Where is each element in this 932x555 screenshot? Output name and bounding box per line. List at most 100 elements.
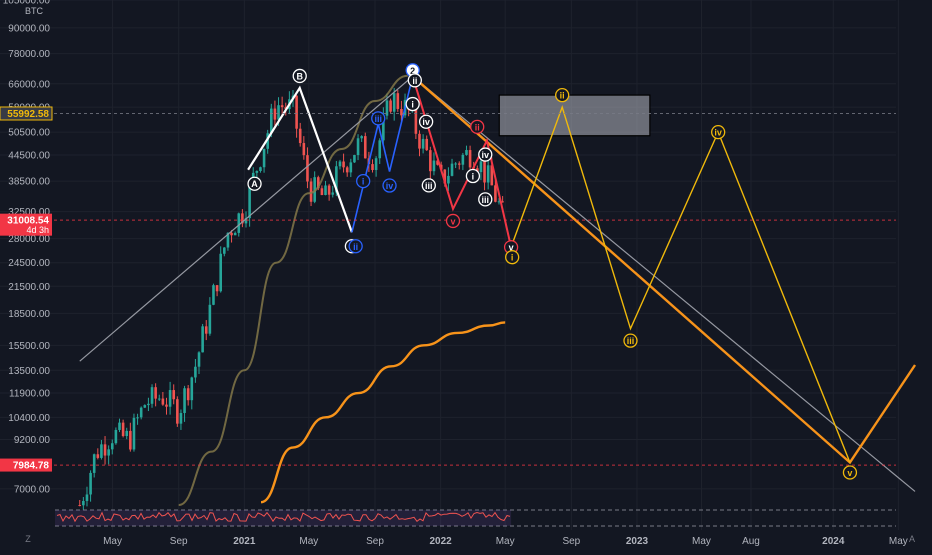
y-tick-label: 44500.00 [8,150,50,161]
wave-label-text: ii [560,91,565,101]
candle-body [255,170,259,173]
candle-body [490,165,494,186]
candle-body [436,160,439,165]
candle-body [345,167,349,173]
target-zone [498,94,651,137]
candle-body [266,133,269,149]
candle-body [378,140,382,159]
wave-label-circle [407,73,422,88]
candle-body [121,422,125,437]
price-tag [0,213,52,236]
candle-body [280,105,284,108]
candle-body [190,377,194,401]
candle-body [418,133,421,149]
candle-body [443,169,447,184]
wave-label-circle [356,173,371,189]
wave-label-circle [348,239,363,254]
wave-label-circle [711,124,726,140]
zoom-icon[interactable]: Z [25,534,31,544]
candle-body [483,161,486,183]
candle-body [313,177,316,202]
y-tick-label: 10400.00 [8,413,50,424]
candle-body [89,472,92,495]
candle-body [186,388,190,401]
candle-body [309,181,313,202]
candle-body [118,422,121,430]
candle-body [335,166,338,193]
candle-body [457,163,461,165]
wave-label-text: v [451,216,456,226]
candle-body [349,162,353,173]
candle-body [295,95,298,129]
candle-body [201,326,204,353]
candle-body [385,100,389,116]
wave-label-text: i [411,100,414,110]
x-tick-label: May [889,536,908,547]
candle-body [400,108,403,116]
price-tag-countdown: 4d 3h [26,225,49,235]
candle-body [342,161,345,168]
candle-body [425,138,429,151]
candle-body [389,100,392,112]
candle-body [139,407,143,418]
candle-body [501,201,504,203]
candle-body [204,326,208,334]
candle-body [382,115,385,141]
candle-body [132,417,136,450]
wave-label-circle [470,119,485,134]
wave-label-text: i [362,177,365,187]
candle-body [356,138,360,156]
wave-label-text: iii [482,195,490,205]
x-tick-label: Aug [742,536,760,547]
wave-label-text: B [296,71,303,81]
candle-body [176,399,179,424]
candle-body [277,105,280,120]
candle-body [479,161,483,173]
candle-body [273,108,277,120]
y-tick-label: 15500.00 [8,341,50,352]
candle-body [165,404,168,407]
y-tick-label: 78000.00 [8,49,50,60]
candle-body [78,505,82,506]
candle-body [226,232,230,248]
candle-body [497,201,501,203]
candle-body [320,188,324,196]
target-zone-rect [498,94,651,137]
wave-label-circle [842,465,858,480]
wave-label-text: 2 [410,66,415,76]
wave-label-circle [478,147,493,162]
wave-label-text: iv [422,117,430,127]
y-tick-label: 38500.00 [8,177,50,188]
candle-body [306,155,309,182]
wave-label-circle [405,96,420,112]
candle-body [197,352,201,367]
candle-body [468,150,472,168]
x-tick-label: May [103,536,122,547]
wave-label-text: ii [412,76,417,86]
candle-body [324,185,327,196]
candle-body [396,93,400,109]
candle-body [494,185,497,202]
y-tick-label: 21500.00 [8,282,50,293]
price-tag [0,106,53,121]
wave-label-text: iv [482,150,490,160]
grid [0,0,899,530]
x-tick-label: 2021 [233,536,256,547]
candle-body [212,285,215,305]
candle-body [92,454,96,473]
settings-icon[interactable]: A [909,534,915,544]
candle-body [450,163,454,176]
candle-body [82,500,85,506]
candle-body [161,398,165,405]
y-tick-label: 105000.00 [3,0,51,7]
candle-body [114,429,118,444]
candle-body [147,403,150,406]
trendline-resistance-line [79,75,916,492]
candle-body [338,161,342,167]
osc-line [56,511,511,523]
wave-label-text: iii [425,181,433,191]
candle-body [465,150,468,155]
candle-body [237,213,241,233]
